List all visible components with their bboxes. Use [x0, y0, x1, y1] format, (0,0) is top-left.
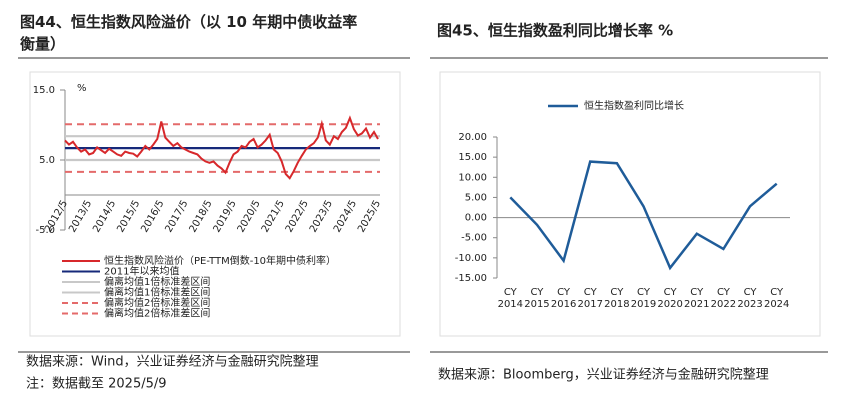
source: 数据来源：Bloomberg，兴业证券经济与金融研究院整理	[438, 367, 769, 383]
x-tick-label: CY	[504, 287, 518, 298]
frame	[439, 71, 821, 337]
x-tick-label: 2023	[737, 299, 762, 310]
x-tick-label: CY	[584, 287, 598, 298]
x-tick-label: 2024	[764, 299, 789, 310]
x-tick-label: CY	[664, 287, 678, 298]
x-tick-label: CY	[610, 287, 624, 298]
y-tick-label: 5.00	[465, 192, 487, 203]
x-tick-label: CY	[557, 287, 571, 298]
y-tick-label: -5.0	[35, 225, 55, 236]
frame	[29, 71, 401, 337]
x-tick-label: CY	[637, 287, 651, 298]
x-tick-label: 2019	[631, 299, 656, 310]
y-tick-label: 15.0	[33, 85, 55, 96]
legend-label: 恒生指数盈利同比增长	[584, 99, 684, 112]
legend-label: 2011年以来均值	[104, 265, 179, 278]
chart-title: 图45、恒生指数盈利同比增长率 %	[437, 22, 673, 40]
legend-label: 偏离均值1倍标准差区间	[104, 275, 210, 288]
x-tick-label: CY	[690, 287, 704, 298]
chart-title: 图44、恒生指数风险溢价（以 10 年期中债收益率衡量）	[20, 13, 357, 53]
x-tick-label: CY	[744, 287, 758, 298]
x-tick-label: 2022	[711, 299, 736, 310]
x-tick-label: 2016	[551, 299, 576, 310]
y-unit: %	[77, 83, 87, 94]
x-tick-label: CY	[770, 287, 784, 298]
x-tick-label: 2020	[657, 299, 682, 310]
y-tick-label: 5.0	[39, 155, 55, 166]
y-tick-label: -10.00	[455, 253, 487, 264]
x-tick-label: 2015	[524, 299, 549, 310]
legend-label: 恒生指数风险溢价（PE-TTM倒数-10年期中债利率）	[104, 254, 336, 267]
title-line: 图44、恒生指数风险溢价（以 10 年期中债收益率	[20, 13, 357, 31]
x-tick-label: 2025/5	[356, 199, 383, 235]
y-tick-label: 10.00	[458, 172, 487, 183]
source: 数据来源：Wind，兴业证券经济与金融研究院整理	[26, 354, 319, 370]
x-tick-label: 2021	[684, 299, 709, 310]
x-tick-label: 2014	[498, 299, 523, 310]
x-tick-label: 2018	[604, 299, 629, 310]
x-tick-label: CY	[717, 287, 731, 298]
note: 注：数据截至 2025/5/9	[26, 377, 167, 392]
series-line	[64, 115, 379, 180]
series-line	[509, 160, 778, 271]
x-tick-label: 2017	[578, 299, 603, 310]
y-tick-label: -15.00	[455, 273, 487, 284]
y-tick-label: -5.00	[461, 233, 487, 244]
legend-label: 偏离均值1倍标准差区间	[104, 286, 210, 299]
y-tick-label: 20.00	[458, 132, 487, 143]
x-tick-label: CY	[530, 287, 544, 298]
title-line: 衡量）	[20, 35, 65, 53]
legend-label: 偏离均值2倍标准差区间	[104, 296, 210, 309]
legend-label: 偏离均值2倍标准差区间	[104, 307, 210, 320]
y-tick-label: 15.00	[458, 152, 487, 163]
y-tick-label: 0.00	[465, 213, 487, 224]
